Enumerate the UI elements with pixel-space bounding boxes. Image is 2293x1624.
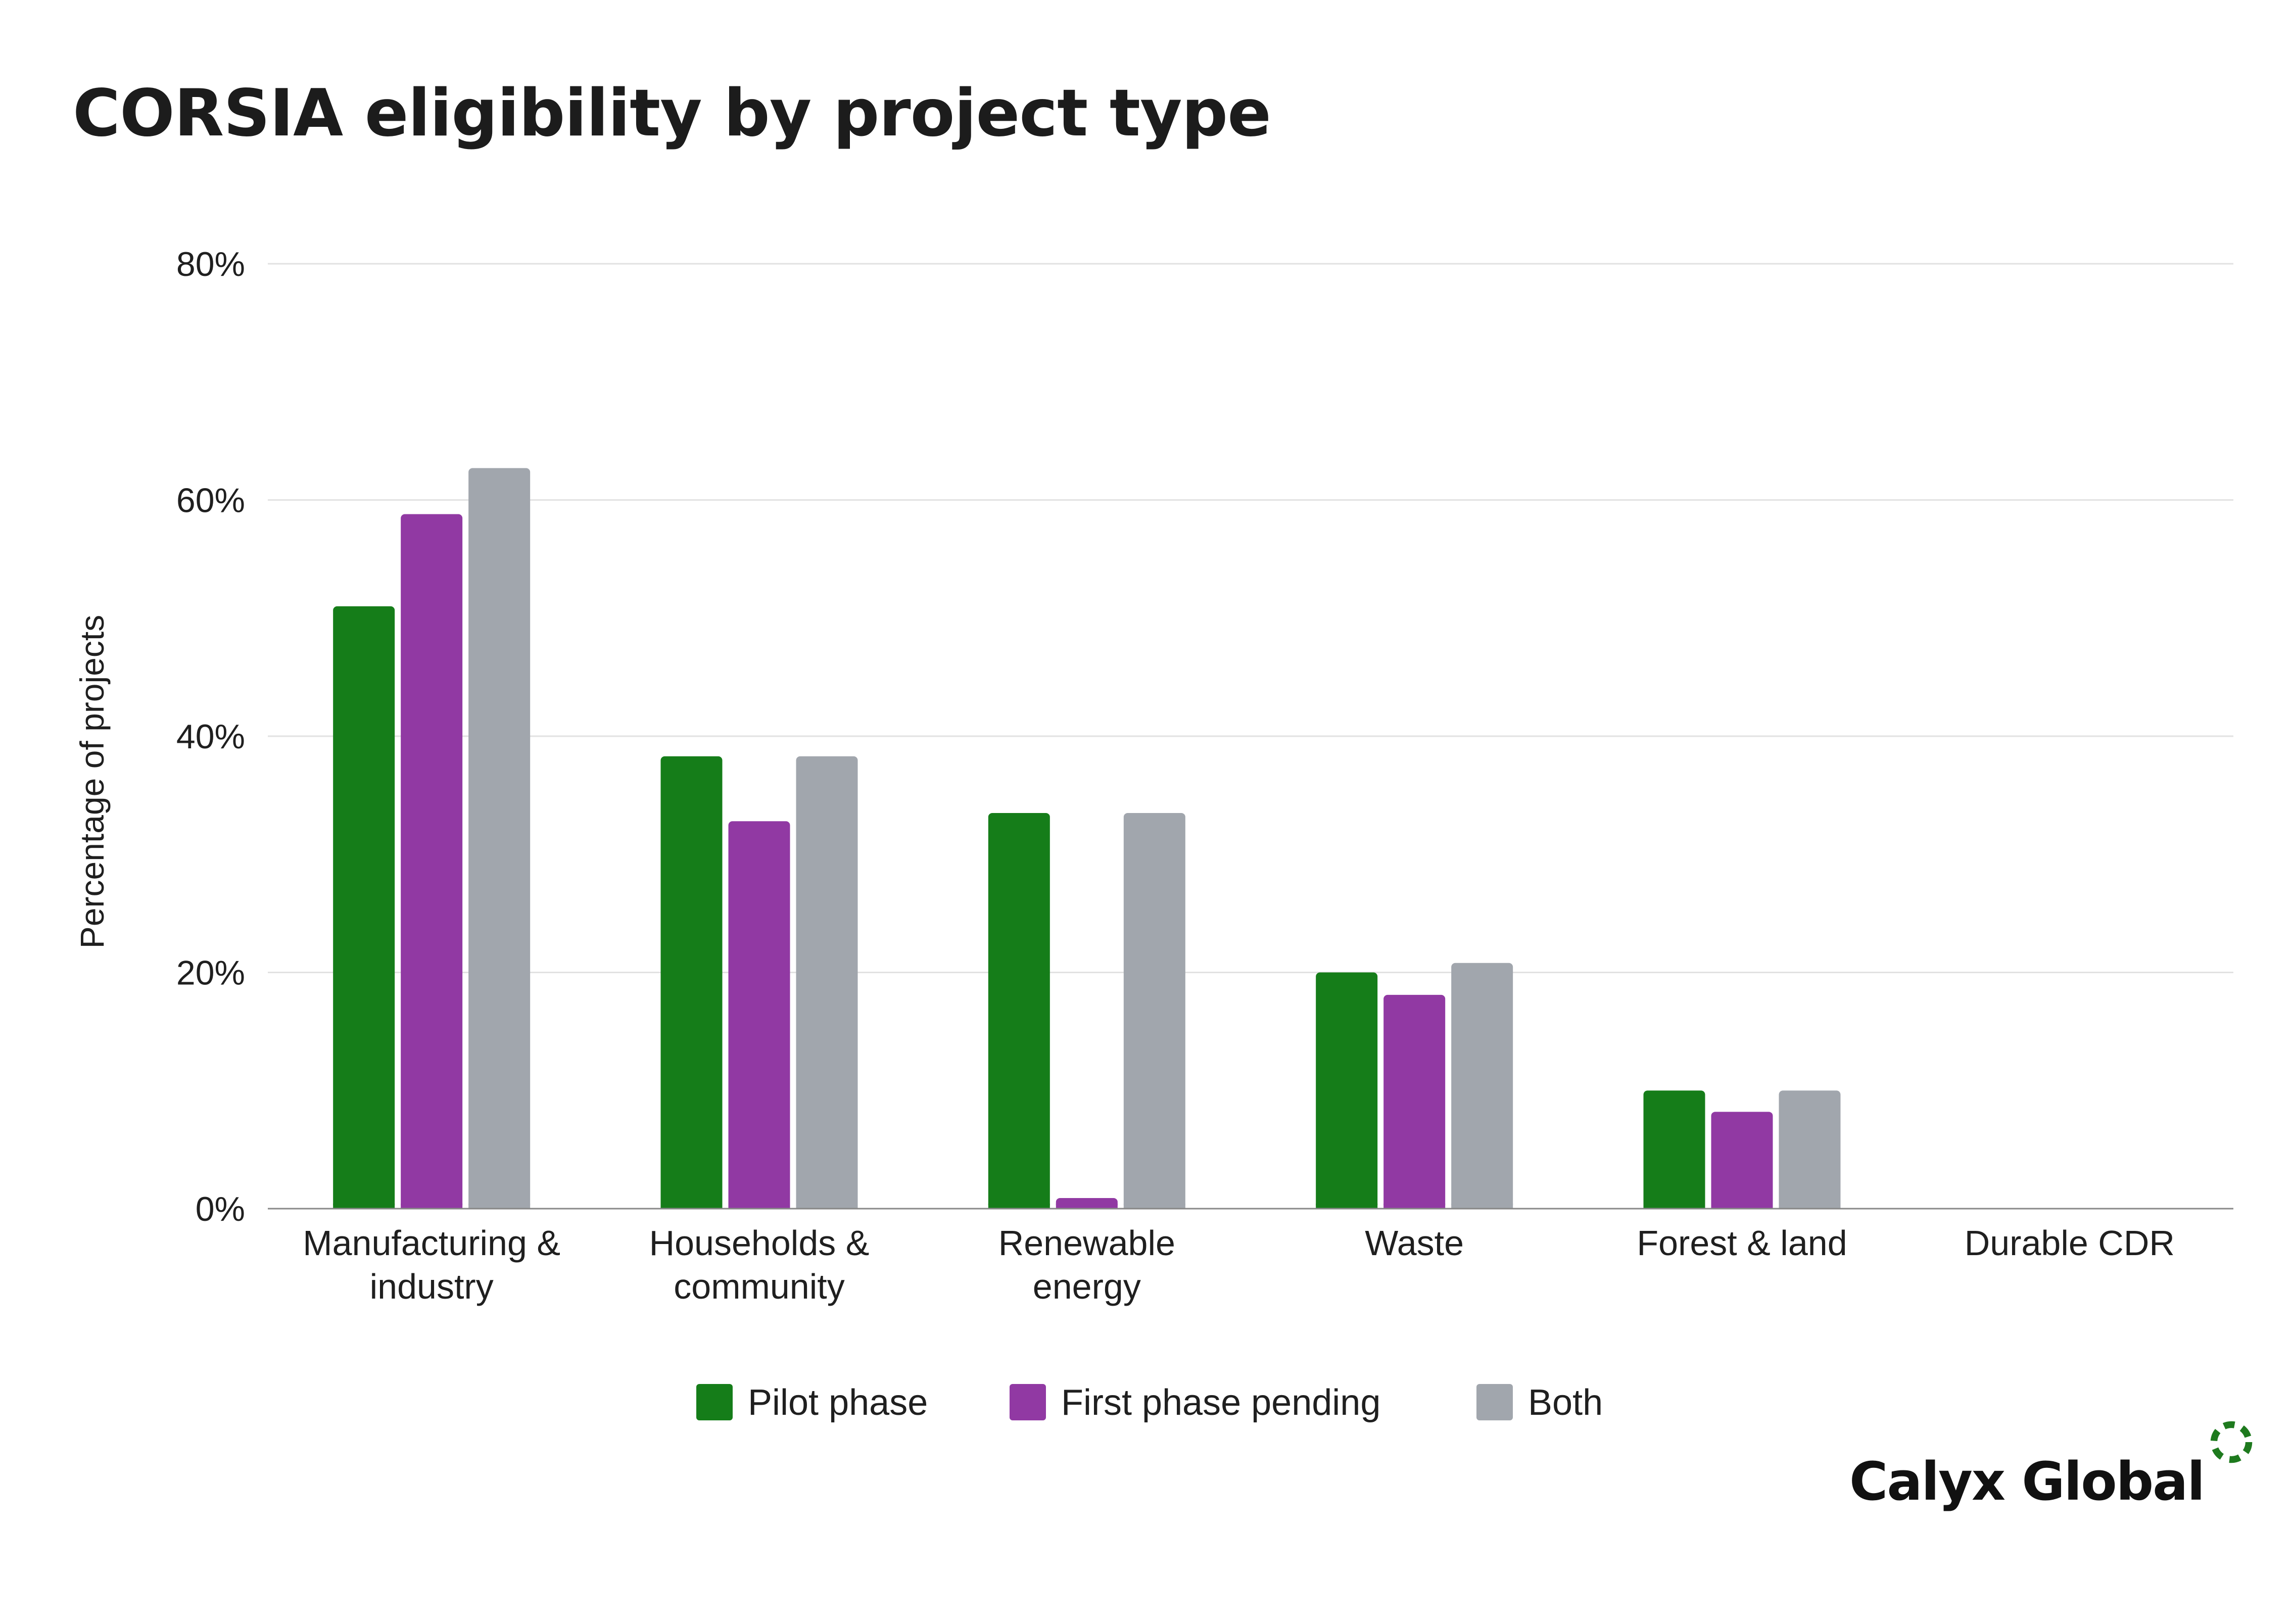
legend-item-pilot-phase: Pilot phase <box>696 1382 928 1423</box>
y-tick-label: 40% <box>176 718 245 756</box>
bar-base <box>1643 1204 1705 1209</box>
bar-both <box>468 468 531 1209</box>
y-tick-label: 0% <box>196 1190 245 1228</box>
y-tick-label: 20% <box>176 954 245 992</box>
bar-base <box>1451 1204 1513 1209</box>
bar-base <box>1056 1204 1118 1209</box>
bar-base <box>1316 1204 1378 1209</box>
bar-pilot-phase <box>333 606 395 1209</box>
bar-pilot-phase <box>1643 1090 1705 1209</box>
bar-both <box>1123 813 1185 1209</box>
bar-base <box>660 1204 723 1209</box>
bar-base <box>333 1204 395 1209</box>
bar-first-phase-pending <box>728 821 790 1209</box>
bar-first-phase-pending <box>1711 1112 1773 1209</box>
y-axis-ticks: 0% 20% 40% 60% 80% <box>176 245 245 1228</box>
legend-swatch <box>1476 1384 1513 1420</box>
legend: Pilot phase First phase pending Both <box>696 1382 1603 1423</box>
x-tick-label: Households & community <box>649 1223 870 1306</box>
logo-text: Calyx Global <box>1849 1451 2205 1512</box>
bar-base <box>728 1204 790 1209</box>
bar-base <box>988 1204 1050 1209</box>
x-axis-labels: Manufacturing & industry Households & commu… <box>303 1223 2175 1306</box>
bars <box>333 468 1841 1209</box>
bar-base <box>796 1204 858 1209</box>
legend-label: Both <box>1528 1382 1603 1423</box>
bar-base <box>1123 1204 1185 1209</box>
bar-base <box>1711 1204 1773 1209</box>
legend-item-first-phase-pending: First phase pending <box>1010 1382 1380 1423</box>
bar-base <box>1383 1204 1446 1209</box>
y-axis-title: Percentage of projects <box>73 615 111 948</box>
bar-first-phase-pending <box>401 514 463 1209</box>
y-tick-label: 60% <box>176 482 245 520</box>
legend-label: Pilot phase <box>748 1382 928 1423</box>
bar-base <box>401 1204 463 1209</box>
dashed-circle-icon <box>2210 1421 2253 1463</box>
x-tick-label: Forest & land <box>1637 1223 1847 1263</box>
bar-both <box>1451 963 1513 1209</box>
legend-label: First phase pending <box>1061 1382 1380 1423</box>
x-tick-label: Waste <box>1365 1223 1464 1263</box>
bar-both <box>1779 1090 1841 1209</box>
x-tick-label: Manufacturing & industry <box>303 1223 560 1306</box>
bar-pilot-phase <box>1316 972 1378 1209</box>
bar-base <box>468 1204 531 1209</box>
bar-base <box>1779 1204 1841 1209</box>
bar-pilot-phase <box>988 813 1050 1209</box>
x-tick-label: Durable CDR <box>1965 1223 2175 1263</box>
legend-swatch <box>696 1384 733 1420</box>
x-tick-label: Renewable energy <box>998 1223 1175 1306</box>
legend-swatch <box>1010 1384 1046 1420</box>
gridlines <box>268 263 2233 973</box>
y-tick-label: 80% <box>176 245 245 283</box>
bar-first-phase-pending <box>1383 994 1446 1209</box>
calyx-global-logo: Calyx Global <box>1849 1421 2253 1526</box>
legend-item-both: Both <box>1476 1382 1603 1423</box>
bar-pilot-phase <box>660 756 723 1209</box>
chart-title: CORSIA eligibility by project type <box>73 76 1271 151</box>
bar-both <box>796 756 858 1209</box>
